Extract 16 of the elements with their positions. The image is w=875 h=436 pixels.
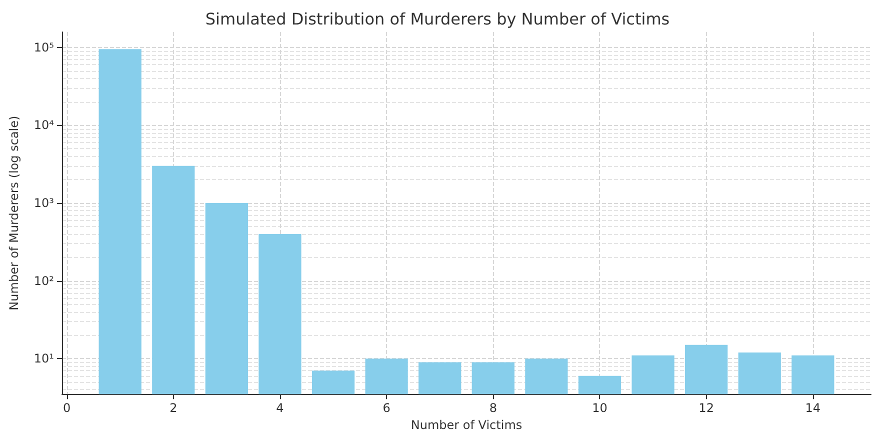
x-tick-label: 6 xyxy=(382,401,390,416)
x-tick-label: 0 xyxy=(62,401,71,416)
x-axis-title: Number of Victims xyxy=(410,418,522,432)
x-tick-label: 8 xyxy=(489,401,497,416)
x-tick-label: 2 xyxy=(170,401,178,416)
x-tick-label: 12 xyxy=(698,401,714,416)
y-tick-label: 10² xyxy=(34,274,54,288)
y-axis-title: Number of Murderers (log scale) xyxy=(7,116,21,310)
y-tick-label: 10⁴ xyxy=(34,118,54,132)
x-tick-label: 4 xyxy=(276,401,284,416)
y-tick-label: 10³ xyxy=(34,196,54,210)
y-tick-label: 10¹ xyxy=(34,352,54,366)
x-tick-label: 10 xyxy=(592,401,608,416)
chart-title: Simulated Distribution of Murderers by Number of Victims xyxy=(205,10,670,28)
y-tick-label: 10⁵ xyxy=(34,40,54,54)
x-tick-label: 14 xyxy=(805,401,821,416)
